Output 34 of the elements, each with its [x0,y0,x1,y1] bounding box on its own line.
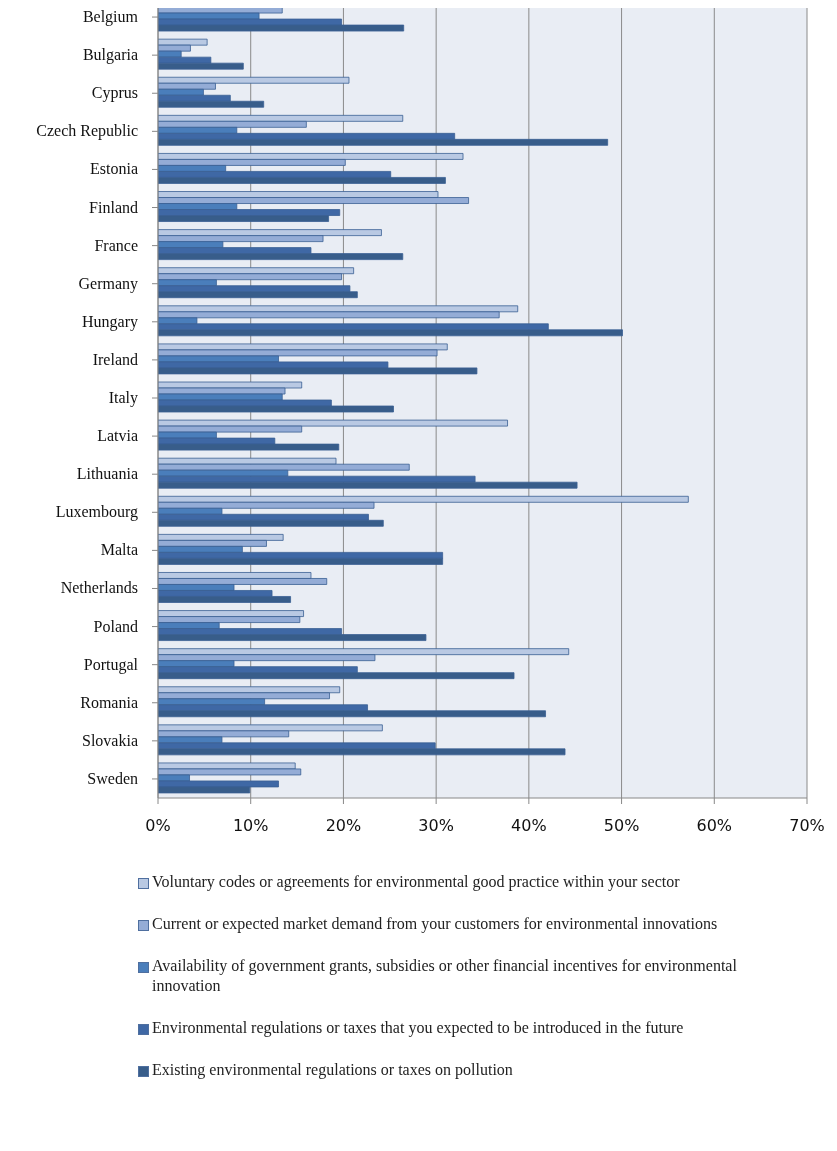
y-tick-label: Netherlands [60,579,138,597]
x-tick-label: 20% [325,816,362,836]
y-tick-label: Slovakia [82,731,138,749]
y-tick-label: Luxembourg [55,503,138,522]
y-tick-label: Ireland [92,350,138,368]
x-tick-label: 10% [232,816,269,836]
y-tick-label: Latvia [97,427,138,445]
y-tick-label: Hungary [82,312,138,331]
legend-label: Existing environmental regulations or taxes on pollution [152,1060,513,1080]
y-tick-label: Romania [80,693,138,711]
x-tick-label: 50% [603,816,640,836]
legend-label: Availability of government grants, subsidies or other financial incentives for environmental innovation [152,956,738,996]
x-tick-label: 60% [696,816,733,836]
y-tick-label: Poland [93,617,138,635]
y-tick-label: Italy [108,389,138,407]
legend-label: Voluntary codes or agreements for environmental good practice within your sector [152,872,680,892]
x-tick-label: 0% [145,816,171,836]
x-tick-label: 40% [511,816,547,836]
y-tick-label: Estonia [90,160,138,178]
y-tick-label: Bulgaria [82,46,138,65]
y-tick-label: Sweden [87,769,138,787]
legend-label: Current or expected market demand from your customers for environmental innovations [152,914,718,934]
x-tick-label: 70% [789,816,825,836]
y-tick-label: Malta [100,541,138,559]
y-tick-label: Cyprus [91,84,138,103]
y-tick-label: Finland [89,198,138,216]
y-tick-label: Belgium [82,8,139,27]
legend-label: Environmental regulations or taxes that you expected to be introduced in the future [152,1018,684,1038]
x-tick-label: 30% [418,816,454,836]
y-tick-label: France [94,236,138,254]
y-tick-label: Czech Republic [36,122,138,141]
y-tick-label: Portugal [83,655,139,674]
y-tick-label: Germany [78,274,138,293]
y-tick-label: Lithuania [76,465,138,483]
